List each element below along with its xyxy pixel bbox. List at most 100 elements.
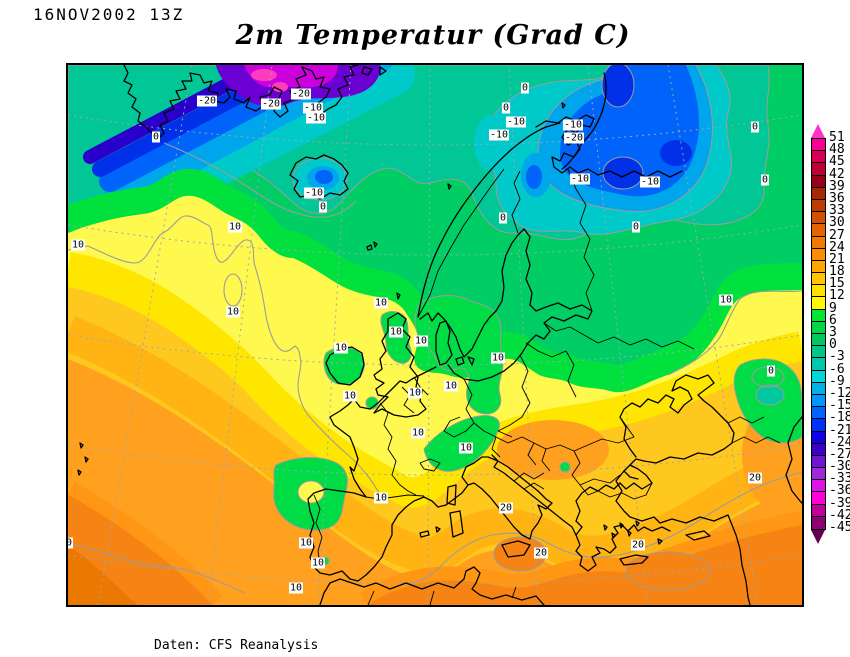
legend-ticks: 51 48 45 42 39 36 33 30 27 24 21 18 15 12 9 6 3 0 -3 -6 -9 -1… bbox=[829, 131, 850, 535]
coast-baltic bbox=[419, 228, 593, 382]
legend-cell bbox=[812, 199, 825, 213]
contour-label: 0 bbox=[498, 212, 508, 224]
legend-cell bbox=[812, 151, 825, 164]
barents-cold-pool bbox=[474, 65, 732, 235]
legend-bar bbox=[811, 138, 826, 530]
region-orange bbox=[68, 359, 802, 605]
contour-label: 20 bbox=[498, 502, 514, 514]
run-datetime: 16NOV2002 13Z bbox=[33, 5, 185, 24]
legend-cell bbox=[812, 407, 825, 420]
legend-cell bbox=[812, 346, 825, 359]
contour-label: 0 bbox=[760, 174, 770, 186]
contour-label: 0 bbox=[766, 365, 776, 377]
legend-tick-label: 21 bbox=[829, 251, 845, 267]
legend-cell bbox=[812, 516, 825, 529]
contour-label: 10 bbox=[333, 342, 349, 354]
contour-label: -20 bbox=[260, 98, 282, 110]
coast-iceland bbox=[289, 154, 349, 200]
contour-label: -10 bbox=[305, 112, 327, 124]
legend-tick-label: 24 bbox=[829, 239, 845, 255]
legend-tick-label: 33 bbox=[829, 203, 845, 219]
coast-caspian bbox=[785, 416, 802, 504]
legend-arrow-bottom-icon bbox=[811, 530, 825, 544]
coast-sicily bbox=[501, 540, 531, 558]
legend-tick-label: 39 bbox=[829, 178, 845, 194]
contour-label: -20 bbox=[290, 88, 312, 100]
coast-south-france bbox=[423, 484, 469, 508]
legend-cell bbox=[812, 285, 825, 298]
legend-tick-label: 51 bbox=[829, 130, 845, 145]
coast-small-islands bbox=[77, 102, 663, 545]
contour-label: 10 bbox=[70, 239, 86, 251]
legend-tick-label: 27 bbox=[829, 227, 845, 243]
legend-tick-label: -3 bbox=[829, 349, 845, 365]
legend-cell bbox=[812, 431, 825, 444]
contour-label: 0 bbox=[501, 102, 511, 114]
legend-tick-label: 6 bbox=[829, 312, 837, 328]
contour-label: 20 bbox=[533, 547, 549, 559]
coast-norway bbox=[417, 122, 561, 318]
contour-label: 10 bbox=[225, 306, 241, 318]
contour-label: 0 bbox=[318, 201, 328, 213]
legend-cell bbox=[812, 382, 825, 395]
contour-label: 10 bbox=[342, 390, 358, 402]
coast-corsica bbox=[446, 484, 457, 506]
legend-cell bbox=[812, 455, 825, 469]
contour-label: 10 bbox=[310, 557, 326, 569]
coast-northsea-channel bbox=[329, 366, 437, 498]
legend-tick-label: -33 bbox=[829, 471, 850, 487]
band-12-15 bbox=[68, 252, 802, 514]
coast-crete-islands bbox=[619, 554, 649, 566]
coast-marmara-bosporus bbox=[623, 458, 653, 484]
map-panel: -20 -20 -20 -20 -10 -10 -10 -10 -10 -10 -10 -10 0 0 0 0… bbox=[66, 63, 804, 607]
coast-arctic-russia bbox=[535, 114, 683, 178]
attribution-data-source: Daten: CFS Reanalysis bbox=[154, 638, 319, 653]
contour-label: 10 bbox=[410, 427, 426, 439]
legend-arrow-top-icon bbox=[811, 124, 825, 138]
legend-cell bbox=[812, 273, 825, 286]
contour-label: 10 bbox=[388, 326, 404, 338]
contour-label: -10 bbox=[505, 116, 527, 128]
legend-tick-label: -30 bbox=[829, 459, 850, 475]
legend-cell bbox=[812, 187, 825, 200]
coast-denmark bbox=[435, 320, 475, 366]
page-title: 2m Temperatur (Grad C) bbox=[235, 20, 631, 51]
legend-tick-label: -24 bbox=[829, 434, 850, 450]
legend-cell bbox=[812, 321, 825, 334]
band-6-9 bbox=[68, 168, 802, 395]
graticule bbox=[68, 65, 802, 605]
contour-label: -20 bbox=[563, 132, 585, 144]
legend-cell bbox=[812, 334, 825, 347]
legend-cell bbox=[812, 504, 825, 517]
legend-tick-label: 36 bbox=[829, 190, 845, 206]
legend-cell bbox=[812, 394, 825, 408]
contour-label: -10 bbox=[639, 176, 661, 188]
contour-label: 10 bbox=[227, 221, 243, 233]
contour-label: 10 bbox=[413, 335, 429, 347]
contour-label: 10 bbox=[373, 492, 389, 504]
coast-iberia bbox=[307, 488, 425, 582]
contour-label: 0 bbox=[151, 131, 161, 143]
contour-label: 0 bbox=[631, 221, 641, 233]
legend-tick-label: -36 bbox=[829, 483, 850, 499]
attribution-block: Daten: CFS Reanalysis (C) Wetterzentrale… bbox=[154, 606, 318, 657]
legend-cell bbox=[812, 297, 825, 310]
legend-tick-label: 42 bbox=[829, 166, 845, 182]
legend-tick-label: -21 bbox=[829, 422, 850, 438]
contour-label: 10 bbox=[458, 442, 474, 454]
legend-tick-label: -6 bbox=[829, 361, 845, 377]
legend-tick-label: 12 bbox=[829, 288, 845, 304]
cool-land-patches bbox=[273, 295, 802, 566]
contour-label: 20 bbox=[747, 472, 763, 484]
contour-label: 10 bbox=[407, 387, 423, 399]
contour-label: 10 bbox=[718, 294, 734, 306]
legend-tick-label: -9 bbox=[829, 373, 845, 389]
legend-tick-label: -15 bbox=[829, 398, 850, 414]
contour-label: 20 bbox=[630, 539, 646, 551]
legend-tick-label: -18 bbox=[829, 410, 850, 426]
contour-label: 10 bbox=[490, 352, 506, 364]
contour-label: -10 bbox=[569, 173, 591, 185]
isotherm-lines bbox=[68, 142, 802, 594]
coast-sardinia bbox=[449, 510, 464, 538]
